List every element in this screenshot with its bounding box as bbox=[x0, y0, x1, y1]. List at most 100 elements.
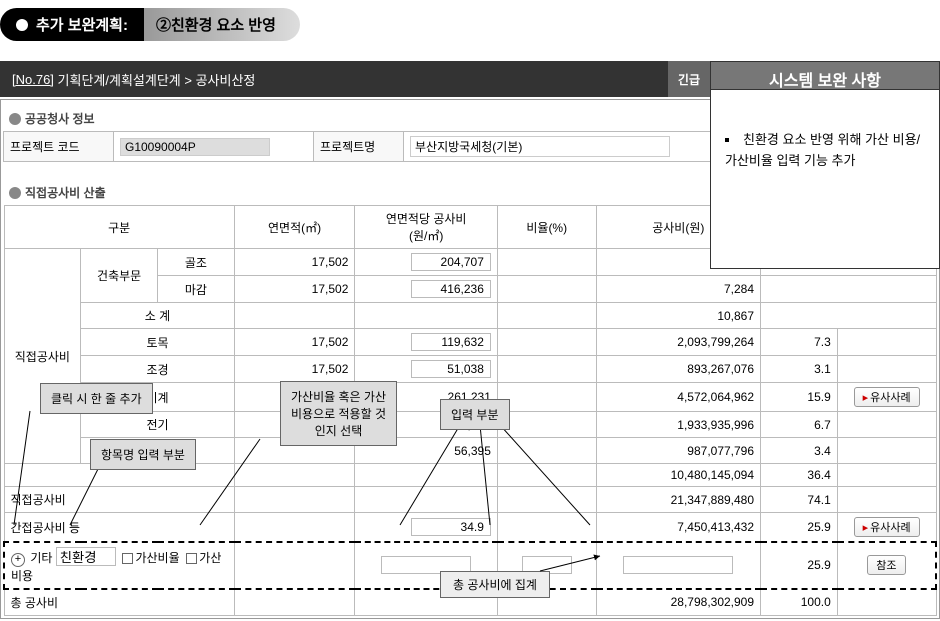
r2-cost: 7,284 bbox=[596, 276, 760, 303]
r2-unit-input[interactable]: 416,236 bbox=[411, 280, 491, 298]
indirect-cost: 7,450,413,432 bbox=[596, 513, 760, 543]
indirect-unit: 34.9 bbox=[355, 513, 498, 543]
project-code-input[interactable]: G10090004P bbox=[120, 138, 270, 156]
reference-button[interactable]: 참조 bbox=[867, 555, 905, 575]
sum1-area bbox=[234, 464, 355, 487]
r6-name: 전기 bbox=[81, 412, 235, 438]
r7-ratio bbox=[497, 438, 596, 464]
header-bullet-icon bbox=[16, 19, 28, 31]
r2-area: 17,502 bbox=[234, 276, 355, 303]
r7-cost: 987,077,796 bbox=[596, 438, 760, 464]
th-area: 연면적(㎡) bbox=[234, 206, 355, 249]
subtotal-unit bbox=[355, 303, 498, 329]
r1-ratio bbox=[497, 249, 596, 276]
add-row-icon[interactable]: + bbox=[11, 553, 25, 567]
subtotal-name: 소 계 bbox=[81, 303, 235, 329]
project-code-label: 프로젝트 코드 bbox=[4, 132, 114, 162]
th-category: 구분 bbox=[4, 206, 234, 249]
main-area: [No.76] 기획단계/계획설계단계 > 공사비산정 긴급 시스템 보완 사항… bbox=[0, 61, 940, 619]
etc-btn-cell: 참조 bbox=[837, 542, 936, 589]
r4-blank bbox=[837, 356, 936, 383]
r1-area: 17,502 bbox=[234, 249, 355, 276]
etc-cell: + 기타 가산비율 가산비용 bbox=[4, 542, 234, 589]
subtotal-ratio bbox=[497, 303, 596, 329]
r3-ratio bbox=[497, 329, 596, 356]
callout-add-row: 클릭 시 한 줄 추가 bbox=[40, 383, 153, 414]
system-note-text: 친환경 요소 반영 위해 가산 비용/가산비율 입력 기능 추가 bbox=[725, 130, 925, 172]
r2-unit: 416,236 bbox=[355, 276, 498, 303]
group-building: 건축부문 bbox=[81, 249, 158, 303]
r3-pct: 7.3 bbox=[761, 329, 838, 356]
r6-ratio bbox=[497, 412, 596, 438]
r3-cost: 2,093,799,264 bbox=[596, 329, 760, 356]
project-name-label: 프로젝트명 bbox=[314, 132, 404, 162]
callout-item-name: 항목명 입력 부분 bbox=[90, 439, 196, 470]
r4-area: 17,502 bbox=[234, 356, 355, 383]
arrow-icon: ▸ bbox=[863, 391, 869, 404]
r4-unit-input[interactable]: 51,038 bbox=[411, 360, 491, 378]
similar-case-button-2[interactable]: ▸유사사례 bbox=[854, 517, 920, 537]
direct-area bbox=[234, 487, 355, 513]
indirect-unit-input[interactable]: 34.9 bbox=[411, 518, 491, 536]
r5-ratio bbox=[497, 383, 596, 412]
r6-pct: 6.7 bbox=[761, 412, 838, 438]
r2-ratio bbox=[497, 276, 596, 303]
th-unitcost: 연면적당 공사비 (원/㎡) bbox=[355, 206, 498, 249]
etc-cost-input[interactable] bbox=[623, 556, 733, 574]
sum1-pct: 36.4 bbox=[761, 464, 838, 487]
similar-case-button-1[interactable]: ▸유사사례 bbox=[854, 387, 920, 407]
total-blank bbox=[837, 589, 936, 616]
system-note-box: 친환경 요소 반영 위해 가산 비용/가산비율 입력 기능 추가 bbox=[710, 89, 940, 269]
total-area bbox=[234, 589, 355, 616]
r4-ratio bbox=[497, 356, 596, 383]
r6-cost: 1,933,935,996 bbox=[596, 412, 760, 438]
indirect-name: 간접공사비 등 bbox=[4, 513, 234, 543]
sum1-blank bbox=[837, 464, 936, 487]
r5-cost: 4,572,064,962 bbox=[596, 383, 760, 412]
r4-pct: 3.1 bbox=[761, 356, 838, 383]
callout-input-part: 입력 부분 bbox=[440, 399, 510, 430]
breadcrumb-path: [No.76] 기획단계/계획설계단계 > 공사비산정 bbox=[0, 61, 668, 97]
total-name: 총 공사비 bbox=[4, 589, 234, 616]
r7-pct: 3.4 bbox=[761, 438, 838, 464]
indirect-btn-cell: ▸유사사례 bbox=[837, 513, 936, 543]
cost-checkbox[interactable] bbox=[186, 553, 197, 564]
indirect-area bbox=[234, 513, 355, 543]
r3-unit: 119,632 bbox=[355, 329, 498, 356]
sum1-ratio bbox=[497, 464, 596, 487]
r4-name: 조경 bbox=[81, 356, 235, 383]
r1-unit-input[interactable]: 204,707 bbox=[411, 253, 491, 271]
direct-ratio bbox=[497, 487, 596, 513]
total-pct: 100.0 bbox=[761, 589, 838, 616]
subtotal-blank bbox=[761, 303, 936, 329]
breadcrumb-text: 기획단계/계획설계단계 > 공사비산정 bbox=[58, 70, 256, 89]
callout-ratio-select: 가산비율 혹은 가산 비용으로 적용할 것 인지 선택 bbox=[280, 381, 397, 446]
header-pill: 추가 보완계획: ②친환경 요소 반영 bbox=[0, 8, 940, 41]
direct-unit bbox=[355, 487, 498, 513]
r6-blank bbox=[837, 412, 936, 438]
arrow-icon: ▸ bbox=[863, 521, 869, 534]
breadcrumb-no: [No.76] bbox=[12, 72, 54, 87]
etc-pct: 25.9 bbox=[761, 542, 838, 589]
eco-input[interactable] bbox=[56, 547, 116, 566]
r2-name: 마감 bbox=[158, 276, 235, 303]
indirect-pct: 25.9 bbox=[761, 513, 838, 543]
r5-pct: 15.9 bbox=[761, 383, 838, 412]
r3-unit-input[interactable]: 119,632 bbox=[411, 333, 491, 351]
r2-blank bbox=[761, 276, 936, 303]
total-cost: 28,798,302,909 bbox=[596, 589, 760, 616]
r3-blank bbox=[837, 329, 936, 356]
direct-pct: 74.1 bbox=[761, 487, 838, 513]
callout-total-agg: 총 공사비에 집계 bbox=[440, 571, 550, 598]
etc-label: 기타 bbox=[30, 551, 52, 565]
urgent-badge: 긴급 bbox=[668, 61, 710, 97]
r3-area: 17,502 bbox=[234, 329, 355, 356]
ratio-checkbox[interactable] bbox=[122, 553, 133, 564]
direct-blank bbox=[837, 487, 936, 513]
header-left: 추가 보완계획: bbox=[0, 8, 144, 41]
project-name-input[interactable]: 부산지방국세청(기본) bbox=[410, 136, 670, 157]
r1-name: 골조 bbox=[158, 249, 235, 276]
group-direct: 직접공사비 bbox=[4, 249, 81, 464]
project-code-cell: G10090004P bbox=[114, 132, 314, 162]
r3-name: 토목 bbox=[81, 329, 235, 356]
